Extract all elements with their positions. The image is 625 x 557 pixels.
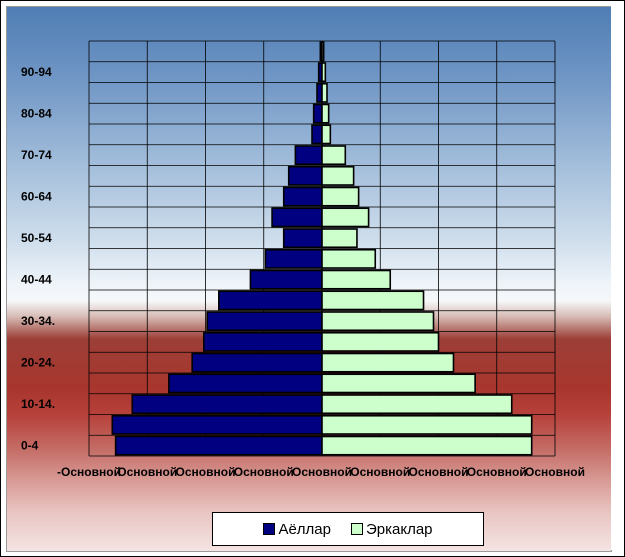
legend-swatch-women — [263, 523, 276, 535]
bar-men — [321, 228, 358, 249]
legend-swatch-men — [351, 523, 363, 535]
y-tick-label: 80-84 — [21, 107, 52, 121]
bar-women — [249, 269, 323, 290]
bar-men — [321, 373, 476, 394]
bar-women — [312, 103, 323, 124]
bar-men — [321, 435, 533, 456]
bar-women — [131, 394, 323, 415]
bar-men — [321, 165, 355, 186]
x-tick-label: Основной — [117, 465, 177, 479]
bar-men — [321, 269, 392, 290]
legend-item-men: Эркаклар — [351, 521, 433, 538]
bar-women — [311, 124, 323, 145]
x-tick-label: Основной — [176, 465, 236, 479]
bar-men — [321, 145, 347, 166]
legend-label-women: Аёллар — [278, 520, 331, 538]
y-tick-label: 0-4 — [21, 439, 39, 453]
bar-women — [287, 165, 323, 186]
right-strip — [611, 6, 617, 550]
y-tick-label: 90-94 — [21, 65, 52, 79]
y-tick-label: 30-34. — [21, 314, 55, 328]
bar-women — [191, 352, 323, 373]
bar-men — [321, 186, 360, 207]
y-tick-label: 60-64 — [21, 190, 52, 204]
bar-men — [321, 290, 425, 311]
bar-men — [321, 331, 440, 352]
bar-women — [203, 331, 323, 352]
bar-women — [271, 207, 323, 228]
bar-women — [206, 311, 323, 332]
bar-men — [321, 82, 328, 103]
y-tick-label: 50-54 — [21, 231, 52, 245]
bar-women — [294, 145, 323, 166]
x-tick-label: -Основной — [57, 465, 121, 479]
y-tick-label: 70-74 — [21, 148, 52, 162]
bar-men — [321, 124, 332, 145]
bar-men — [321, 62, 327, 83]
x-tick-label: Основной — [409, 465, 469, 479]
legend-item-women: Аёллар — [263, 521, 331, 538]
x-tick-label: Основной — [525, 465, 585, 479]
bar-men — [321, 352, 455, 373]
bar-men — [321, 394, 513, 415]
bar-men — [321, 311, 435, 332]
x-tick-label: Основной — [467, 465, 527, 479]
bar-men — [321, 207, 370, 228]
bar-women — [111, 414, 323, 435]
x-tick-label: Основной — [234, 465, 294, 479]
bar-men — [321, 414, 533, 435]
bar-women — [168, 373, 323, 394]
bar-men — [321, 41, 325, 62]
x-tick-label: Основной — [292, 465, 352, 479]
y-tick-label: 10-14. — [21, 397, 55, 411]
y-tick-label: 20-24. — [21, 356, 55, 370]
legend: Аёллар Эркаклар — [212, 512, 484, 546]
bar-women — [264, 248, 323, 269]
bar-women — [114, 435, 323, 456]
legend-label-men: Эркаклар — [366, 520, 433, 538]
x-tick-label: Основной — [350, 465, 410, 479]
y-tick-label: 40-44 — [21, 273, 52, 287]
bar-women — [218, 290, 323, 311]
bar-men — [321, 103, 330, 124]
bar-women — [282, 186, 323, 207]
bar-men — [321, 248, 377, 269]
bar-women — [282, 228, 323, 249]
